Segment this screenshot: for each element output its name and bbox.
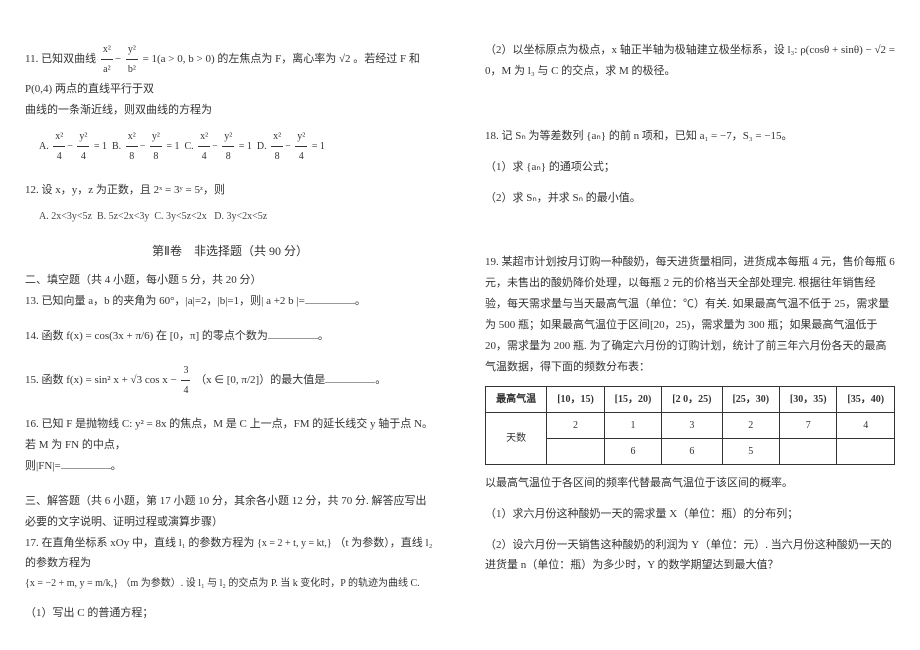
- q11-optC-label: C.: [184, 141, 193, 152]
- th: [15，20): [604, 386, 661, 412]
- td: 1: [604, 412, 661, 438]
- question-15: 15. 函数 f(x) = sin² x + √3 cos x − 34 （x …: [25, 361, 435, 400]
- td: 6: [604, 438, 661, 464]
- q16-a: 16. 已知 F 是抛物线 C: y² = 8x 的焦点，M 是 C 上一点，F…: [25, 414, 435, 456]
- row-label: 天数: [486, 412, 547, 464]
- q18-stem: 18. 记 Sₙ 为等差数列 {aₙ} 的前 n 项和，已知 a₁ = −7，S…: [485, 126, 895, 147]
- td: 3: [662, 412, 722, 438]
- td: 6: [662, 438, 722, 464]
- q12-options: A. 2x<3y<5z B. 5z<2x<3y C. 3y<5z<2x D. 3…: [39, 207, 435, 226]
- q13-text: 13. 已知向量 a，b 的夹角为 60°，|a|=2，|b|=1，则| a +…: [25, 295, 305, 307]
- q11-stem-c: √2: [339, 53, 351, 65]
- td: [547, 438, 604, 464]
- question-16: 16. 已知 F 是抛物线 C: y² = 8x 的焦点，M 是 C 上一点，F…: [25, 414, 435, 477]
- q17-part2: （2）以坐标原点为极点，x 轴正半轴为极轴建立极坐标系，设 l₃: ρ(cosθ…: [485, 40, 895, 82]
- th: [30，35): [780, 386, 837, 412]
- question-12: 12. 设 x，y，z 为正数，且 2ˣ = 3ʸ = 5ᶻ，则 A. 2x<3…: [25, 180, 435, 226]
- q14-c: 在 [0，π]: [156, 330, 199, 342]
- q11-optA-eq: = 1: [94, 141, 107, 152]
- q19-stem: 19. 某超市计划按月订购一种酸奶，每天进货量相同，进货成本每瓶 4 元，售价每…: [485, 252, 895, 377]
- question-17: 17. 在直角坐标系 xOy 中，直线 l₁ 的参数方程为 {x = 2 + t…: [25, 533, 435, 625]
- section2-sub: 二、填空题（共 4 小题，每小题 5 分，共 20 分）: [25, 270, 435, 291]
- section3: 三、解答题（共 6 小题，第 17 小题 10 分，其余各小题 12 分，共 7…: [25, 491, 435, 533]
- q11-optC-eq: = 1: [239, 141, 252, 152]
- td: 4: [837, 412, 895, 438]
- q17-c: （m 为参数）. 设 l₁ 与 l₂ 的交点为 P. 当 k 变化时，P 的轨迹…: [121, 578, 420, 589]
- td: 7: [780, 412, 837, 438]
- q14-b: f(x) = cos(3x + π/6): [66, 330, 153, 342]
- th: [25，30): [722, 386, 779, 412]
- q12-optA: A. 2x<3y<5z: [39, 211, 92, 222]
- question-11: 11. 已知双曲线 x²a²− y²b² = 1(a > 0, b > 0) 的…: [25, 40, 435, 166]
- table-row: 天数 2 1 3 2 7 4: [486, 412, 895, 438]
- q17-part1: （1）写出 C 的普通方程；: [25, 603, 435, 624]
- q19-part1: （1）求六月份这种酸奶一天的需求量 X（单位：瓶）的分布列；: [485, 504, 895, 525]
- th: [2 0，25): [662, 386, 722, 412]
- q19-part2: （2）设六月份一天销售这种酸奶的利润为 Y（单位：元）. 当六月份这种酸奶一天的…: [485, 535, 895, 577]
- blank: [61, 458, 111, 469]
- q19-note: 以最高气温位于各区间的频率代替最高气温位于该区间的概率。: [485, 473, 895, 494]
- question-13: 13. 已知向量 a，b 的夹角为 60°，|a|=2，|b|=1，则| a +…: [25, 291, 435, 312]
- q14-a: 14. 函数: [25, 330, 64, 342]
- q12-stem: 12. 设 x，y，z 为正数，且 2ˣ = 3ʸ = 5ᶻ，则: [25, 180, 435, 201]
- td: [780, 438, 837, 464]
- q11-stem-b: = 1(a > 0, b > 0) 的左焦点为 F，离心率为: [143, 53, 337, 65]
- td: [837, 438, 895, 464]
- q18-part2: （2）求 Sₙ，并求 Sₙ 的最小值。: [485, 188, 895, 209]
- q17-a: 17. 在直角坐标系 xOy 中，直线 l₁ 的参数方程为: [25, 537, 254, 549]
- q15-c: （x ∈ [0, π/2]）的最大值是: [195, 374, 325, 386]
- frequency-table: 最高气温 [10，15) [15，20) [2 0，25) [25，30) [3…: [485, 386, 895, 465]
- blank: [305, 293, 355, 304]
- q12-optC: C. 3y<5z<2x: [154, 211, 206, 222]
- table-row: 6 6 5: [486, 438, 895, 464]
- q11-optD-label: D.: [257, 141, 267, 152]
- question-18: 18. 记 Sₙ 为等差数列 {aₙ} 的前 n 项和，已知 a₁ = −7，S…: [485, 126, 895, 209]
- q12-optB: B. 5z<2x<3y: [97, 211, 149, 222]
- question-19: 19. 某超市计划按月订购一种酸奶，每天进货量相同，进货成本每瓶 4 元，售价每…: [485, 252, 895, 576]
- th: [35，40): [837, 386, 895, 412]
- q11-stem-e: 曲线的一条渐近线，则双曲线的方程为: [25, 100, 435, 121]
- q11-frac2: y²b²: [126, 40, 138, 79]
- q11-options: A. x²4− y²4 = 1 B. x²8− y²8 = 1 C. x²4− …: [39, 127, 435, 166]
- blank: [325, 372, 375, 383]
- td: 2: [722, 412, 779, 438]
- q16-b: 则|FN|=: [25, 460, 61, 472]
- q18-part1: （1）求 {aₙ} 的通项公式；: [485, 157, 895, 178]
- section2-title: 第Ⅱ卷 非选择题（共 90 分）: [25, 240, 435, 263]
- q11-stem-a: 11. 已知双曲线: [25, 53, 96, 65]
- q11-optA-label: A.: [39, 141, 49, 152]
- q14-d: 的零点个数为: [202, 330, 268, 342]
- q11-optB-label: B.: [112, 141, 121, 152]
- q11-optD-eq: = 1: [312, 141, 325, 152]
- th: [10，15): [547, 386, 604, 412]
- q11-optB-eq: = 1: [166, 141, 179, 152]
- th: 最高气温: [486, 386, 547, 412]
- q12-optD: D. 3y<2x<5z: [214, 211, 267, 222]
- q11-frac1: x²a²: [101, 40, 113, 79]
- td: 2: [547, 412, 604, 438]
- q17-sys2: {x = −2 + m, y = m/k,} （m 为参数）. 设 l₁ 与 l…: [25, 574, 435, 593]
- question-14: 14. 函数 f(x) = cos(3x + π/6) 在 [0，π] 的零点个…: [25, 326, 435, 347]
- q15-a: 15. 函数 f(x) = sin² x + √3 cos x −: [25, 374, 179, 386]
- table-header-row: 最高气温 [10，15) [15，20) [2 0，25) [25，30) [3…: [486, 386, 895, 412]
- blank: [268, 328, 318, 339]
- td: 5: [722, 438, 779, 464]
